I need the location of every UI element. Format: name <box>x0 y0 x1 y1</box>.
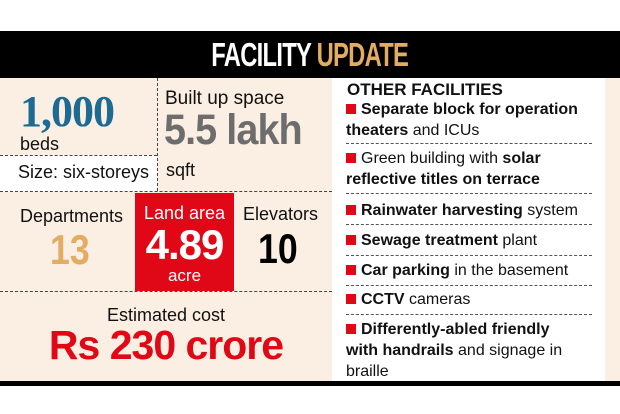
divider <box>346 143 592 144</box>
item-bold: Differently-abled friendly with handrail… <box>346 321 550 359</box>
departments-value: 13 <box>50 226 90 273</box>
item-bold: CCTV <box>361 291 405 308</box>
list-item: Separate block for operation theaters an… <box>346 99 594 141</box>
item-text: Green building with <box>361 150 503 167</box>
title-bar: FACILITY UPDATE <box>0 31 620 78</box>
item-text: system <box>522 202 578 219</box>
bullet-square-icon <box>346 104 356 114</box>
vertical-divider <box>157 78 158 191</box>
page-title: FACILITY UPDATE <box>211 35 410 74</box>
land-area-label: Land area <box>143 203 226 223</box>
size-row-bg <box>0 155 157 192</box>
cost-value: Rs 230 crore <box>48 322 284 368</box>
item-text: plant <box>497 232 538 249</box>
divider <box>0 191 332 192</box>
departments-label: Departments <box>20 206 124 226</box>
item-text: in the basement <box>449 262 569 279</box>
facilities-panel <box>332 78 605 382</box>
size-label: Size: six-storeys <box>18 162 150 182</box>
right-margin-strip <box>605 78 620 382</box>
divider <box>346 314 592 315</box>
land-area-box: Land area 4.89 acre <box>135 193 234 291</box>
item-bold: solar reflective titles on terrace <box>346 150 541 188</box>
built-up-value: 5.5 lakh <box>164 106 303 154</box>
facilities-title: OTHER FACILITIES <box>347 80 503 99</box>
elevators-label: Elevators <box>243 204 319 224</box>
divider <box>346 224 592 225</box>
list-item: Differently-abled friendly with handrail… <box>346 319 576 382</box>
bottom-rule <box>0 381 620 386</box>
land-area-unit: acre <box>167 266 202 285</box>
list-item: Rainwater harvesting system <box>346 200 594 221</box>
bullet-square-icon <box>346 205 356 215</box>
bullet-square-icon <box>346 153 356 163</box>
list-item: Sewage treatment plant <box>346 230 594 251</box>
item-bold: Sewage treatment <box>361 232 498 249</box>
bullet-square-icon <box>346 294 356 304</box>
item-text: and ICUs <box>408 122 480 139</box>
item-text: cameras <box>404 291 471 308</box>
built-up-unit: sqft <box>166 160 196 180</box>
title-word-update: UPDATE <box>316 35 409 73</box>
elevators-value: 10 <box>258 225 298 272</box>
list-item: Green building with solar reflective tit… <box>346 148 594 190</box>
land-area-value: 4.89 <box>145 221 225 268</box>
divider <box>0 291 332 292</box>
title-word-facility: FACILITY <box>211 35 312 73</box>
list-item: Car parking in the basement <box>346 260 594 281</box>
bullet-square-icon <box>346 265 356 275</box>
divider <box>346 255 592 256</box>
divider <box>346 285 592 286</box>
list-item: CCTV cameras <box>346 289 594 310</box>
cost-label: Estimated cost <box>106 305 226 325</box>
beds-value: 1,000 <box>20 87 115 136</box>
bullet-square-icon <box>346 324 356 334</box>
bullet-square-icon <box>346 235 356 245</box>
divider <box>346 193 592 194</box>
item-bold: Rainwater harvesting <box>361 202 523 219</box>
item-bold: Separate block for operation theaters <box>346 101 578 139</box>
item-text: and signage in braille <box>346 342 563 380</box>
built-up-label: Built up space <box>165 88 285 109</box>
item-bold: Car parking <box>361 262 450 279</box>
beds-label: beds <box>20 134 60 154</box>
